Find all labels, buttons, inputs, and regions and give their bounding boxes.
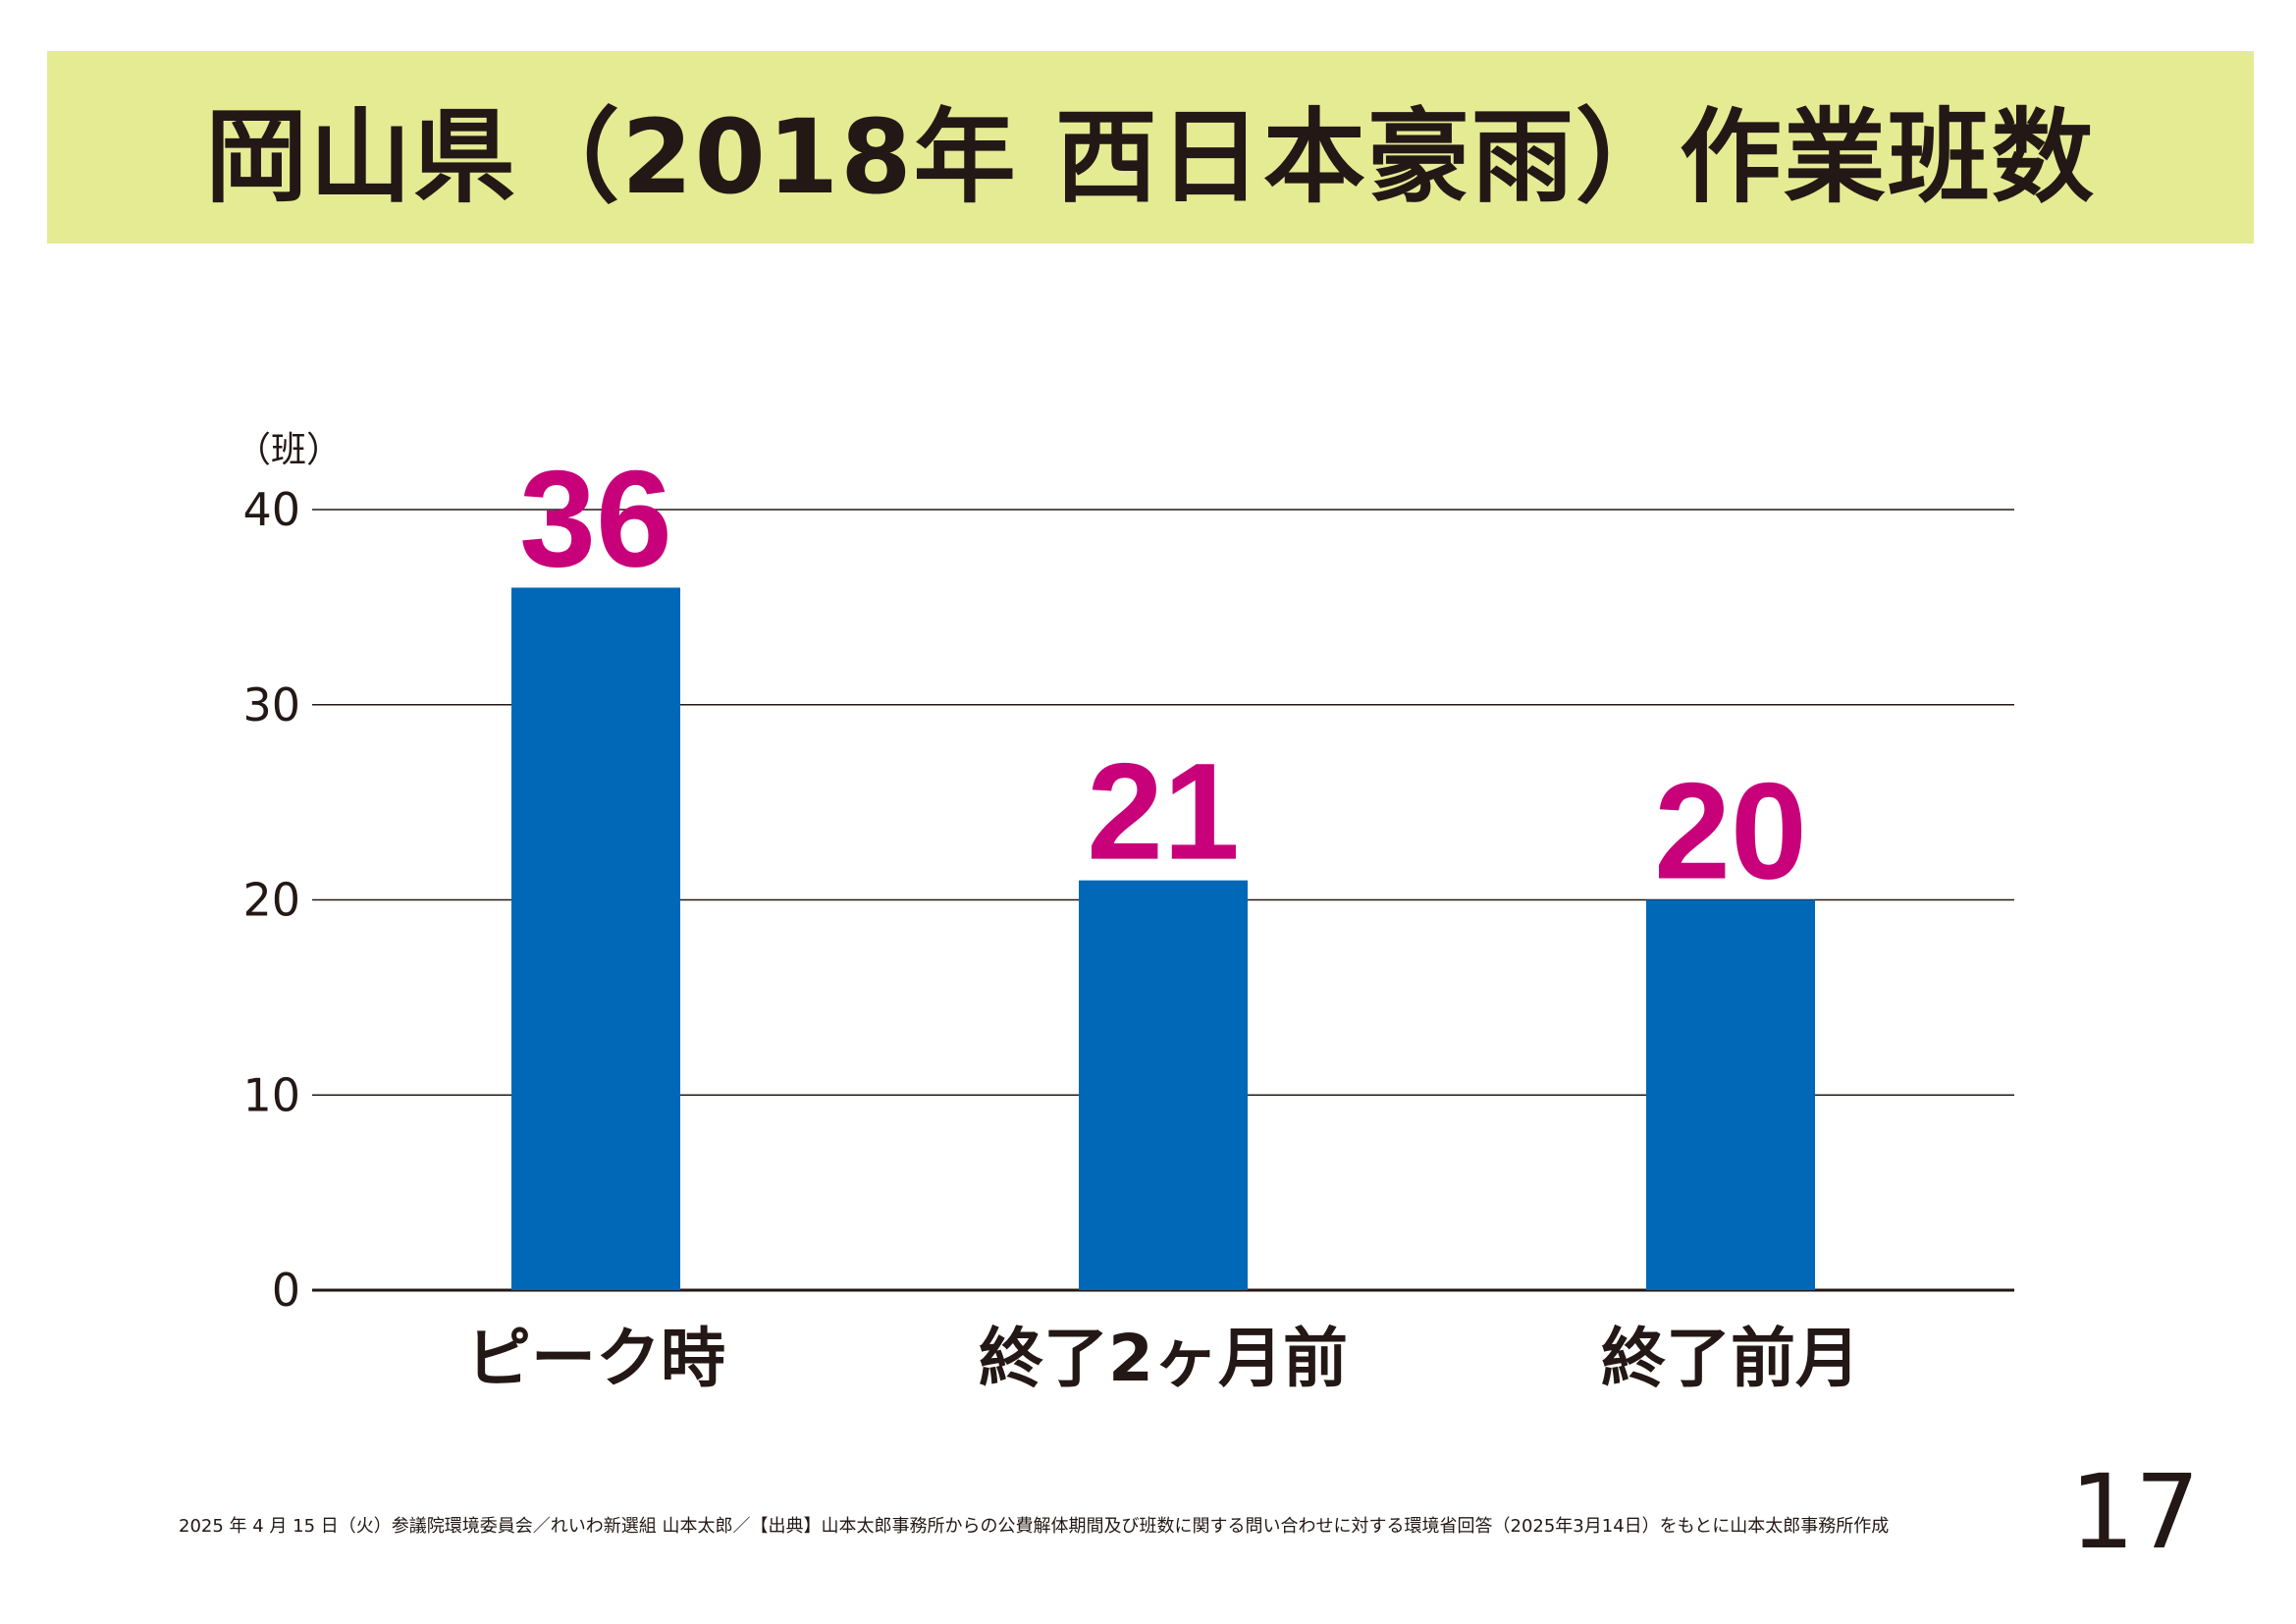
footer-note: 2025 年 4 月 15 日（火）参議院環境委員会／れいわ新選組 山本太郎／【… [179, 1516, 1890, 1537]
y-tick-label: 0 [272, 1264, 300, 1317]
value-label: 36 [519, 442, 672, 596]
value-label: 21 [1087, 734, 1240, 889]
y-tick-label: 10 [242, 1068, 300, 1121]
bar [1646, 899, 1815, 1290]
page-title: 岡山県（2018年 西日本豪雨）作業班数 [205, 96, 2096, 217]
page-number: 17 [2069, 1452, 2200, 1572]
y-tick-label: 20 [242, 874, 300, 927]
y-tick-labels: 0 10 20 30 40 [242, 483, 300, 1317]
y-axis-unit-label: （班） [236, 430, 342, 470]
bar [511, 587, 680, 1290]
category-label: 終了2ヶ月前 [979, 1321, 1348, 1396]
y-tick-label: 40 [242, 483, 300, 536]
category-label: ピーク時 [466, 1321, 725, 1396]
bars [511, 587, 1815, 1290]
category-labels: ピーク時 終了2ヶ月前 終了前月 [466, 1321, 1860, 1396]
y-tick-label: 30 [242, 678, 300, 731]
value-labels: 36 21 20 [519, 442, 1807, 908]
category-label: 終了前月 [1601, 1321, 1860, 1396]
title-band: 岡山県（2018年 西日本豪雨）作業班数 [47, 51, 2254, 244]
bar [1079, 880, 1248, 1290]
value-label: 20 [1654, 754, 1807, 908]
